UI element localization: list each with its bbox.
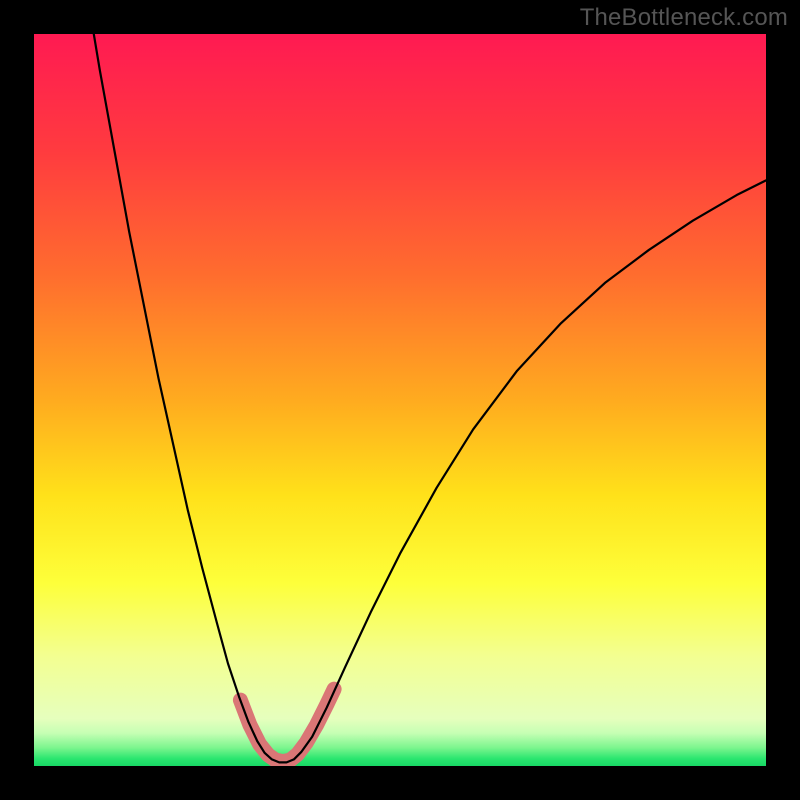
watermark-text: TheBottleneck.com — [580, 4, 788, 32]
bottleneck-curve — [89, 5, 766, 763]
highlight-valley-segment — [240, 689, 334, 761]
chart-svg — [0, 0, 800, 800]
